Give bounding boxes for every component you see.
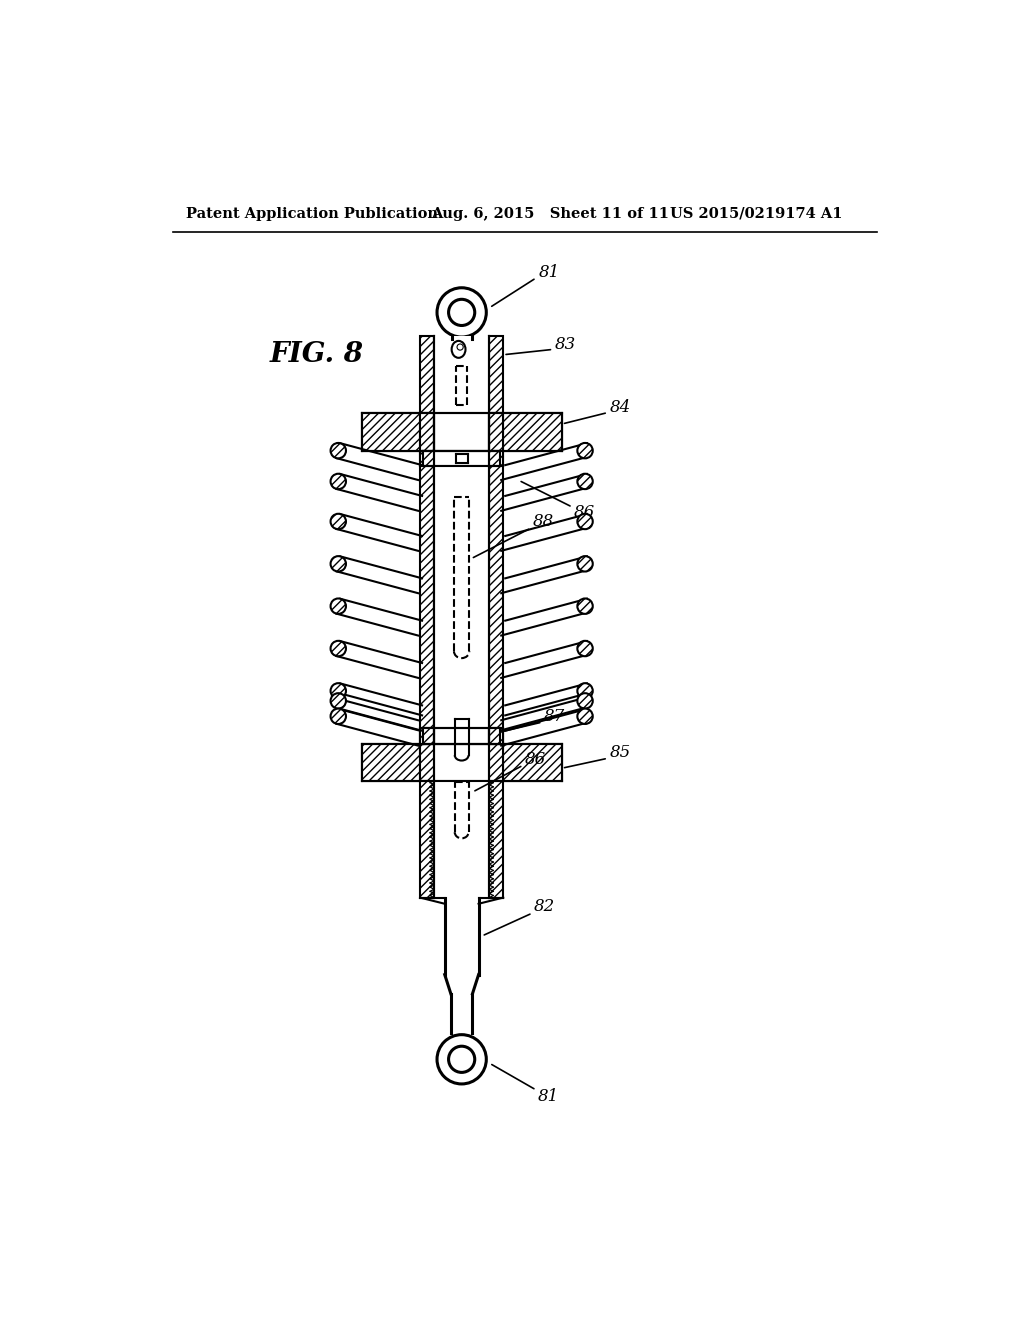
Bar [434,780,489,898]
Circle shape [331,640,346,656]
Text: 87: 87 [544,708,565,725]
Text: Patent Application Publication: Patent Application Publication [186,207,438,220]
Bar [420,335,434,412]
Bar [500,729,503,743]
Circle shape [578,444,593,458]
Text: US 2015/0219174 A1: US 2015/0219174 A1 [670,207,842,220]
Text: 86: 86 [524,751,546,767]
Bar [503,412,562,451]
Circle shape [578,709,593,723]
Bar [434,335,489,451]
Bar [420,780,434,898]
Bar [420,729,423,743]
Circle shape [578,598,593,614]
Text: 81: 81 [539,264,560,281]
Bar [420,451,423,466]
Bar [489,780,503,898]
Bar [489,466,503,743]
Circle shape [578,474,593,490]
Bar [500,451,503,466]
Text: 83: 83 [555,337,577,354]
Circle shape [578,640,593,656]
Circle shape [331,513,346,529]
Bar [420,729,434,743]
Bar [420,743,434,780]
Text: 88: 88 [532,513,554,531]
Bar [434,466,489,743]
Bar [503,743,562,780]
Bar [489,412,503,451]
Bar [420,466,434,743]
Bar [489,729,503,743]
Circle shape [331,474,346,490]
Bar [423,729,500,743]
Bar [489,451,503,466]
Text: 84: 84 [609,399,631,416]
Bar [361,743,562,780]
Bar [423,451,500,466]
Circle shape [331,684,346,698]
Circle shape [331,709,346,723]
Bar [420,412,434,451]
Circle shape [578,693,593,709]
Circle shape [331,693,346,709]
Circle shape [578,556,593,572]
Text: FIG. 8: FIG. 8 [269,342,364,368]
Text: 81: 81 [538,1088,559,1105]
Circle shape [331,598,346,614]
Circle shape [578,684,593,698]
Text: 82: 82 [535,899,555,915]
Bar [420,451,434,466]
Text: 86: 86 [574,504,595,521]
Bar [361,412,562,451]
Circle shape [578,513,593,529]
Text: Aug. 6, 2015   Sheet 11 of 11: Aug. 6, 2015 Sheet 11 of 11 [431,207,669,220]
Circle shape [331,444,346,458]
Bar [361,743,420,780]
Bar [361,412,420,451]
Bar [489,335,503,412]
Bar [489,743,503,780]
Circle shape [331,556,346,572]
Text: 85: 85 [609,744,631,762]
